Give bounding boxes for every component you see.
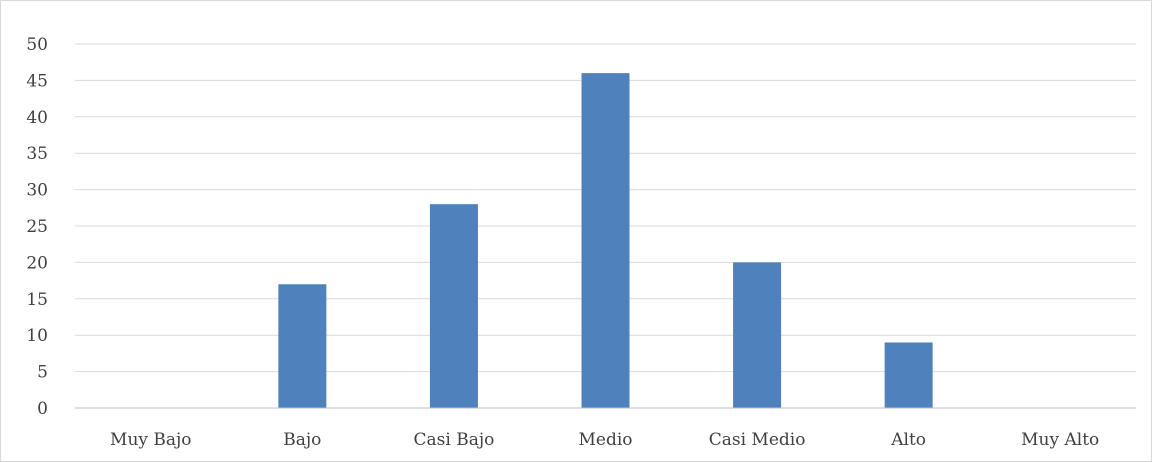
y-tick-label: 10	[26, 326, 48, 346]
x-tick-label: Muy Alto	[1021, 430, 1099, 450]
y-tick-label: 15	[26, 290, 48, 310]
bars	[278, 73, 933, 409]
y-tick-label: 35	[26, 144, 48, 164]
x-tick-label: Muy Bajo	[110, 430, 192, 450]
x-tick-label: Casi Medio	[709, 430, 806, 450]
x-tick-label: Alto	[890, 430, 926, 450]
bar	[429, 204, 478, 408]
x-tick-labels: Muy Bajo Bajo Casi Bajo Medio Casi Medio Alto…	[110, 430, 1099, 450]
y-tick-label: 45	[26, 71, 48, 91]
x-tick-label: Bajo	[283, 430, 321, 450]
bar	[278, 284, 327, 408]
x-tick-label: Medio	[578, 430, 632, 450]
y-tick-labels: 0 5 10 15 20 25 30 35 40 45 50	[26, 35, 48, 419]
y-tick-label: 30	[26, 181, 48, 201]
y-tick-label: 20	[26, 253, 48, 273]
bar	[581, 73, 630, 409]
y-tick-label: 25	[26, 217, 48, 237]
y-tick-label: 0	[37, 399, 48, 419]
bar	[733, 262, 782, 408]
bar	[884, 342, 933, 408]
y-tick-label: 40	[26, 108, 48, 128]
y-tick-label: 50	[26, 35, 48, 55]
x-tick-label: Casi Bajo	[414, 430, 495, 450]
y-tick-label: 5	[37, 363, 48, 383]
